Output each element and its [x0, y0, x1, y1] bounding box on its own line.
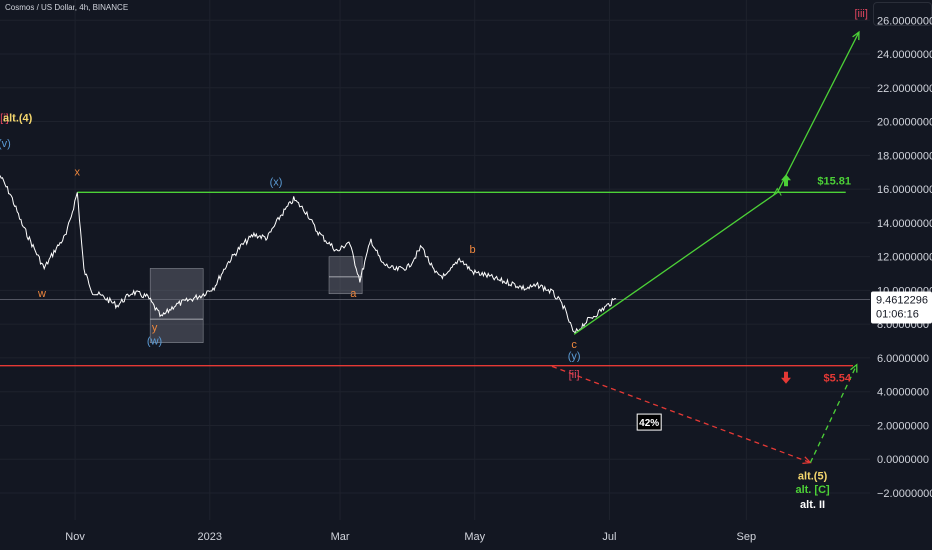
- y-tick-label: 20.0000000: [877, 117, 932, 129]
- resistance-arrow-icon: [781, 174, 791, 187]
- y-tick-label: 6.0000000: [877, 353, 929, 365]
- x-tick-label: 2023: [198, 531, 222, 543]
- w-y-zone: [149, 268, 204, 343]
- wave-label: x: [75, 167, 81, 179]
- up-projection-arrowhead: [852, 30, 860, 41]
- wave-label: (v): [0, 138, 11, 150]
- wave-label: alt.(4): [3, 113, 33, 125]
- probability-badge: [636, 413, 662, 431]
- support-label: $5.54: [823, 373, 851, 385]
- wave-label: alt. II: [800, 499, 825, 511]
- y-tick-label: 2.0000000: [877, 420, 929, 432]
- current-price-value: 9.4612296: [876, 294, 928, 306]
- wave-label: alt.(5): [798, 470, 828, 482]
- wave-label: [i]: [0, 113, 9, 125]
- y-tick-label: 18.0000000: [877, 150, 932, 162]
- y-tick-label: 26.0000000: [877, 15, 932, 27]
- up-projection: [573, 31, 860, 335]
- toolbar-button[interactable]: [873, 2, 932, 26]
- alt-up-projection-arrowhead: [850, 363, 858, 373]
- axes: 26.0000000 24.0000000 22.0000000 20.0000000…: [65, 15, 932, 543]
- y-tick-label: 4.0000000: [877, 387, 929, 399]
- x-tick-label: May: [464, 531, 485, 543]
- wave-labels: [i]alt.(4) (v) x w y(w) (x) a b c(y) [ii] [iii] alt…: [0, 8, 868, 511]
- current-price-tag: [871, 291, 932, 324]
- y-tick-label: 12.0000000: [877, 252, 932, 264]
- x-tick-label: Nov: [65, 531, 85, 543]
- y-tick-label: 24.0000000: [877, 49, 932, 61]
- wave-label: a: [350, 288, 357, 300]
- levels: [0, 191, 870, 367]
- support-arrow-icon: [781, 371, 791, 384]
- projections: [551, 30, 860, 464]
- wave-label: (x): [270, 177, 283, 189]
- price-line: [0, 175, 617, 334]
- y-tick-label: 0.0000000: [877, 454, 929, 466]
- grid: [0, 0, 870, 520]
- chart-title: Cosmos / US Dollar, 4h, BINANCE: [5, 3, 129, 12]
- wave-label: [ii]: [569, 369, 580, 381]
- x-tick-label: Jul: [602, 531, 616, 543]
- wave-label: [iii]: [854, 8, 867, 20]
- y-tick-label: 16.0000000: [877, 184, 932, 196]
- y-tick-label: −2.0000000: [877, 488, 932, 500]
- down-projection: [551, 365, 811, 464]
- y-tick-label: 22.0000000: [877, 83, 932, 95]
- resistance-label: $15.81: [817, 175, 851, 187]
- wave-label: (w): [147, 335, 162, 347]
- zones: [149, 256, 363, 343]
- current-price-countdown: 01:06:16: [876, 308, 919, 320]
- y-tick-label: 14.0000000: [877, 218, 932, 230]
- wave-label: alt. [C]: [795, 484, 830, 496]
- wave-label: y: [152, 322, 158, 334]
- alt-up-projection: [809, 364, 858, 463]
- level-markers: $15.81 $5.54 9.4612296 01:06:16: [781, 174, 932, 385]
- wave-label: (y): [568, 351, 581, 363]
- up-projection-node: [772, 187, 782, 196]
- wave-label: w: [37, 288, 46, 300]
- wave-label: b: [469, 244, 475, 256]
- wave-label: c: [571, 339, 577, 351]
- probability-label: 42%: [639, 418, 659, 429]
- x-a-zone: [328, 256, 363, 295]
- x-tick-label: Sep: [737, 531, 757, 543]
- x-tick-label: Mar: [331, 531, 350, 543]
- down-projection-arrowhead: [802, 456, 812, 464]
